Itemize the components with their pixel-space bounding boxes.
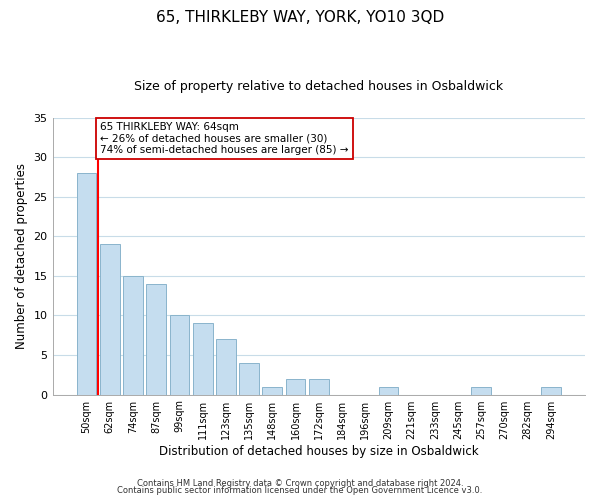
Bar [100,244,119,394]
Bar [286,379,305,394]
Text: Contains HM Land Registry data © Crown copyright and database right 2024.: Contains HM Land Registry data © Crown c… [137,478,463,488]
Bar [123,276,143,394]
Bar [379,386,398,394]
Bar [77,173,97,394]
Bar [193,324,212,394]
Bar [309,379,329,394]
X-axis label: Distribution of detached houses by size in Osbaldwick: Distribution of detached houses by size … [159,444,479,458]
Bar [239,363,259,394]
Title: Size of property relative to detached houses in Osbaldwick: Size of property relative to detached ho… [134,80,503,93]
Bar [216,339,236,394]
Y-axis label: Number of detached properties: Number of detached properties [15,163,28,349]
Text: Contains public sector information licensed under the Open Government Licence v3: Contains public sector information licen… [118,486,482,495]
Bar [262,386,282,394]
Bar [541,386,561,394]
Bar [170,316,190,394]
Bar [472,386,491,394]
Text: 65, THIRKLEBY WAY, YORK, YO10 3QD: 65, THIRKLEBY WAY, YORK, YO10 3QD [156,10,444,25]
Text: 65 THIRKLEBY WAY: 64sqm
← 26% of detached houses are smaller (30)
74% of semi-de: 65 THIRKLEBY WAY: 64sqm ← 26% of detache… [100,122,349,155]
Bar [146,284,166,395]
